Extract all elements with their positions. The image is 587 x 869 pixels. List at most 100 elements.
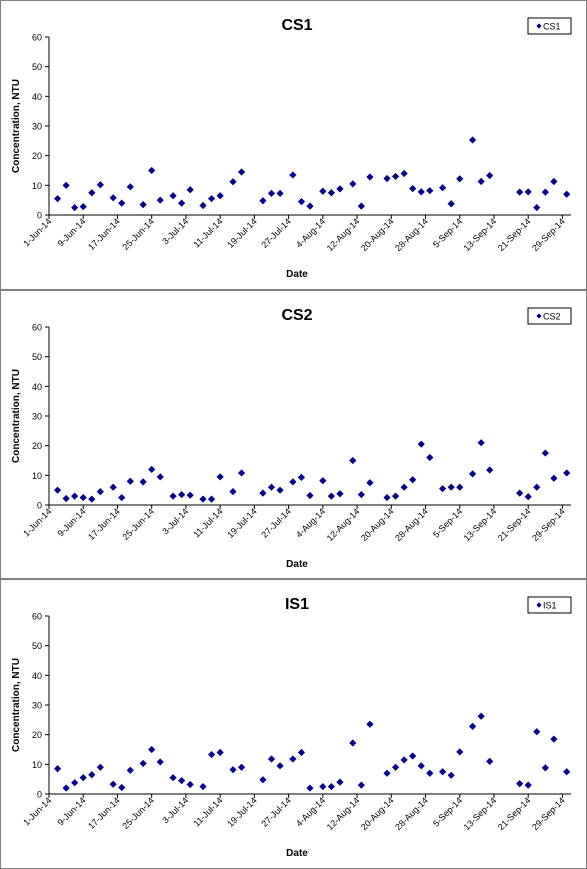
x-tick-label: 25-Jun-14 [120, 795, 156, 831]
data-point [306, 491, 314, 500]
data-point [366, 173, 374, 181]
data-point [486, 466, 494, 474]
x-tick-label: 20-Aug-14 [359, 216, 396, 253]
data-point [289, 171, 297, 179]
data-point [468, 470, 477, 478]
data-point [533, 728, 541, 736]
data-point [327, 782, 335, 791]
data-point [550, 735, 558, 743]
x-tick-label: 27-Jul-14 [259, 216, 293, 250]
data-point [267, 189, 276, 197]
data-point [186, 780, 194, 789]
data-point [336, 185, 344, 193]
data-point [79, 493, 87, 502]
data-point [109, 194, 117, 202]
data-point [169, 192, 177, 200]
data-point [447, 483, 455, 491]
x-tick-label: 5-Sep-14 [431, 216, 464, 249]
data-point [139, 201, 147, 209]
data-point [169, 492, 177, 500]
data-point [468, 136, 477, 144]
data-point [267, 483, 276, 491]
data-point [148, 166, 156, 175]
x-tick-label: 3-Jul-14 [160, 216, 190, 246]
data-point [96, 488, 104, 496]
data-point [118, 493, 126, 502]
y-axis-label: Concentration, NTU [11, 658, 22, 752]
data-point [447, 771, 455, 779]
y-tick-label: 20 [32, 151, 42, 161]
data-point [229, 488, 237, 496]
data-point [439, 485, 447, 493]
x-tick-label: 20-Aug-14 [359, 795, 396, 832]
y-tick-label: 60 [32, 612, 42, 622]
data-point [186, 186, 194, 194]
x-tick-label: 4-Aug-14 [294, 216, 327, 249]
x-tick-label: 3-Jul-14 [160, 795, 190, 825]
data-point [541, 764, 549, 772]
data-point [207, 195, 216, 203]
data-point [563, 469, 571, 477]
data-point [486, 171, 494, 180]
x-tick-label: 17-Jun-14 [86, 795, 122, 831]
data-point [126, 766, 134, 774]
x-tick-label: 11-Jul-14 [191, 795, 224, 828]
x-tick-label: 27-Jul-14 [259, 506, 293, 540]
y-tick-label: 40 [32, 92, 42, 102]
x-tick-label: 11-Jul-14 [191, 216, 224, 249]
legend: CS1 [527, 17, 572, 35]
data-point [289, 478, 297, 486]
legend-box [527, 596, 572, 614]
data-point [383, 174, 391, 183]
data-point [139, 478, 147, 486]
x-tick-label: 29-Sep-14 [530, 795, 567, 832]
data-point [71, 203, 79, 212]
data-point [391, 763, 400, 771]
x-tick-label: 21-Sep-14 [496, 506, 533, 543]
data-point [417, 188, 425, 196]
chart-is1: IS1 0 10 20 30 40 50 60 1-Jun-14 9-Jun-1417-Jun-1… [11, 596, 572, 859]
x-tick-label: 12-Aug-14 [325, 506, 362, 543]
x-tick-label: 11-Jul-14 [191, 506, 224, 539]
data-point [109, 483, 117, 491]
data-point [237, 763, 246, 771]
data-point [524, 781, 532, 789]
x-axis-label: Date [286, 269, 308, 280]
data-point [524, 493, 532, 501]
x-tick-label: 21-Sep-14 [496, 216, 533, 253]
legend-box [527, 307, 572, 325]
data-point [118, 199, 126, 207]
data-point [62, 784, 70, 792]
data-point [178, 491, 186, 499]
data-point [169, 774, 177, 782]
y-tick-label: 40 [32, 671, 42, 681]
x-tick-label: 28-Aug-14 [393, 216, 430, 253]
data-point [349, 456, 357, 465]
chart-title: CS2 [281, 307, 312, 324]
chart-cs1: CS1 0 10 20 30 40 50 60 1-Jun-14 9-Jun-1417-Jun-1… [11, 17, 572, 280]
x-tick-label: 9-Jun-14 [55, 506, 87, 538]
data-point [524, 188, 532, 196]
data-point [319, 477, 327, 485]
data-point [516, 780, 524, 788]
chart-title: IS1 [285, 596, 309, 613]
data-point [400, 169, 408, 178]
x-tick-label: 5-Sep-14 [431, 506, 464, 539]
x-tick-label: 1-Jun-14 [21, 216, 53, 248]
y-tick-label: 40 [32, 382, 42, 392]
data-point [516, 489, 524, 497]
data-point [366, 479, 374, 487]
data-point [391, 172, 400, 181]
data-point [400, 756, 408, 764]
data-point [199, 201, 207, 210]
data-point [156, 196, 164, 204]
y-tick-label: 20 [32, 441, 42, 451]
y-tick-label: 30 [32, 122, 42, 132]
data-point [456, 748, 464, 756]
y-tick-label: 0 [37, 501, 42, 511]
data-point [126, 477, 134, 485]
y-tick-label: 50 [32, 352, 42, 362]
data-point [237, 469, 246, 477]
data-point [259, 197, 267, 205]
data-point [383, 769, 391, 777]
